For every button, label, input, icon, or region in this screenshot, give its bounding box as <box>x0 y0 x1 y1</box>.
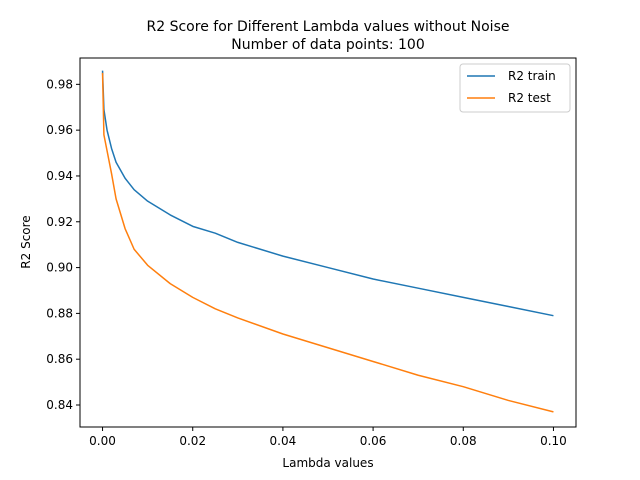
legend: R2 train R2 test <box>459 63 571 113</box>
series-layer <box>101 70 554 413</box>
legend-label-r2-train: R2 train <box>508 69 556 83</box>
y-tick-label: 0.96 <box>46 123 73 137</box>
series-line-r2-test <box>101 72 554 413</box>
x-tick-label: 0.00 <box>89 434 116 448</box>
axes-frame <box>79 57 577 428</box>
y-tick-label: 0.84 <box>46 398 73 412</box>
y-tick-label: 0.98 <box>46 77 73 91</box>
y-tick-label: 0.92 <box>46 215 73 229</box>
legend-label-r2-test: R2 test <box>508 91 551 105</box>
y-axis: 0.84 0.86 0.88 0.90 0.92 0.94 0.96 0.98 <box>46 77 80 412</box>
x-axis: 0.00 0.02 0.04 0.06 0.08 0.10 <box>89 427 567 448</box>
y-tick-label: 0.94 <box>46 169 73 183</box>
x-tick-label: 0.08 <box>450 434 477 448</box>
x-axis-label: Lambda values <box>282 456 373 470</box>
x-tick-label: 0.06 <box>360 434 387 448</box>
series-line-r2-train <box>101 70 554 317</box>
x-tick-label: 0.02 <box>179 434 206 448</box>
y-tick-label: 0.86 <box>46 352 73 366</box>
chart-subtitle: Number of data points: 100 <box>231 37 425 53</box>
chart-title: R2 Score for Different Lambda values wit… <box>147 19 510 35</box>
x-tick-label: 0.04 <box>270 434 297 448</box>
y-tick-label: 0.88 <box>46 306 73 320</box>
x-tick-label: 0.10 <box>540 434 567 448</box>
y-tick-label: 0.90 <box>46 261 73 275</box>
y-axis-label: R2 Score <box>19 215 33 268</box>
plot-area <box>79 57 577 428</box>
